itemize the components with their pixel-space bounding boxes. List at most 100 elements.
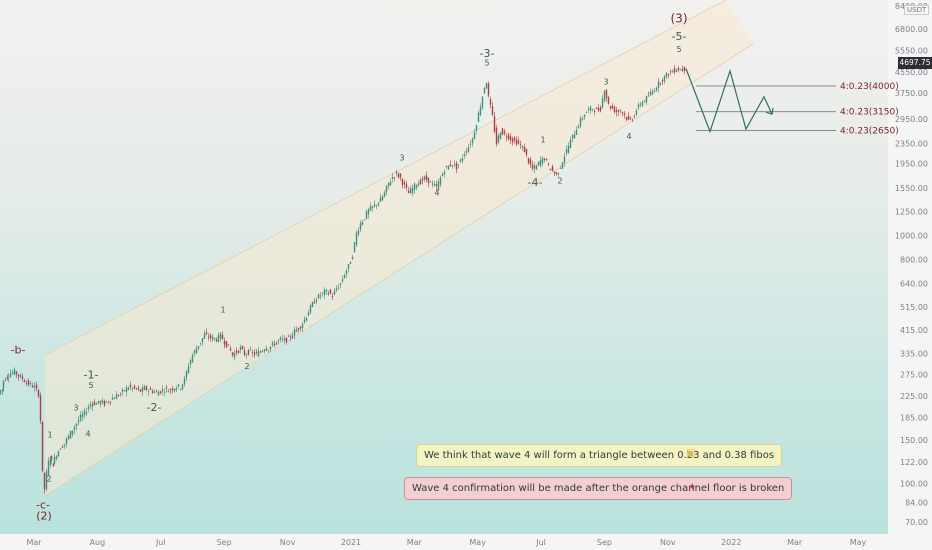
candle-body (147, 390, 150, 392)
candle-body (171, 388, 174, 391)
candle-body (105, 401, 108, 403)
candle-body (115, 394, 118, 399)
candle-body (393, 177, 396, 179)
fibo-level-label: 4:0.23(4000) (840, 82, 899, 92)
price-tick-label: 415.00 (900, 326, 928, 335)
candle-body (297, 328, 300, 330)
candle-body (307, 312, 310, 316)
candle-body (453, 163, 456, 165)
price-tick-label: 515.00 (900, 303, 928, 312)
candle-body (203, 333, 206, 339)
candle-body (663, 75, 666, 82)
candle-body (373, 204, 376, 207)
confirmation-note[interactable]: Wave 4 confirmation will be made after t… (404, 477, 793, 500)
candle-body (17, 374, 20, 377)
wave-label: 5 (484, 59, 489, 68)
candle-body (269, 346, 272, 350)
time-tick-label: 2021 (341, 538, 361, 547)
candle-body (349, 262, 352, 264)
candle-body (399, 173, 402, 178)
candle-body (407, 191, 410, 194)
price-tick-label: 100.00 (900, 480, 928, 489)
candle-body (55, 456, 58, 459)
candle-body (293, 329, 296, 336)
candle-body (159, 391, 162, 394)
candle-body (363, 219, 366, 221)
candle-body (45, 471, 48, 490)
candle-body (637, 104, 640, 108)
candle-body (409, 188, 412, 194)
candle-body (309, 305, 312, 313)
candle-body (13, 369, 16, 375)
candle-body (609, 105, 612, 109)
candle-body (371, 206, 374, 208)
fibo-level-label: 4:0.23(3150) (840, 108, 899, 118)
candle-body (43, 472, 46, 490)
candle-body (391, 176, 394, 179)
price-tick-label: 4550.00 (895, 68, 928, 77)
candle-body (415, 184, 418, 189)
candle-body (89, 404, 92, 407)
price-axis-panel (888, 0, 932, 550)
candle-body (255, 351, 258, 353)
candle-body (243, 350, 246, 356)
candle-body (65, 438, 68, 444)
time-axis[interactable]: Mar Aug Jul Sep Nov 2021 Mar May Jul Sep Nov 2022 Ma… (26, 538, 866, 547)
wave-label: 2 (244, 362, 249, 371)
candle-body (221, 334, 224, 340)
candle-body (177, 384, 180, 387)
candle-body (621, 112, 624, 114)
candle-body (643, 101, 646, 103)
candle-body (445, 166, 448, 167)
candle-body (567, 145, 570, 154)
candle-body (97, 401, 100, 403)
price-tick-label: 150.00 (900, 436, 928, 445)
time-tick-label: Mar (787, 538, 803, 547)
candle-body (467, 147, 470, 152)
candle-body (563, 156, 566, 163)
candle-body (623, 113, 626, 116)
candle-body (477, 112, 480, 122)
candle-body (557, 172, 560, 174)
candle-body (25, 383, 28, 384)
candle-body (599, 107, 602, 112)
candle-body (215, 339, 218, 342)
candle-body (103, 400, 106, 406)
candle-body (451, 165, 454, 166)
wave-label: 5 (676, 45, 681, 54)
channel-lower-line (44, 43, 754, 497)
time-tick-label: Nov (280, 538, 296, 547)
candle-body (205, 332, 208, 335)
candle-body (141, 387, 144, 392)
candle-body (257, 351, 260, 357)
candle-body (531, 164, 534, 169)
candle-body (491, 106, 494, 116)
candle-body (185, 371, 188, 378)
price-tick-label: 1550.00 (895, 184, 928, 193)
candle-body (79, 414, 82, 421)
candle-body (543, 158, 546, 160)
candle-body (595, 107, 598, 110)
candle-body (577, 126, 580, 128)
candle-body (541, 157, 544, 164)
candle-body (337, 287, 340, 289)
candle-body (163, 391, 166, 393)
candle-series (0, 64, 686, 494)
candle-body (273, 344, 276, 346)
candle-body (131, 387, 134, 389)
candle-body (529, 159, 532, 165)
candle-body (521, 146, 524, 148)
candle-body (425, 175, 428, 180)
candle-body (263, 349, 266, 352)
candle-body (611, 105, 614, 109)
currency-badge[interactable]: USDT (904, 5, 930, 15)
wave-4-projection (685, 68, 774, 134)
triangle-note[interactable]: We think that wave 4 will form a triangl… (416, 444, 783, 467)
candle-body (633, 115, 636, 118)
candle-body (53, 457, 56, 464)
candle-body (573, 134, 576, 139)
candle-body (475, 125, 478, 131)
candle-body (335, 288, 338, 291)
candle-body (93, 401, 96, 405)
